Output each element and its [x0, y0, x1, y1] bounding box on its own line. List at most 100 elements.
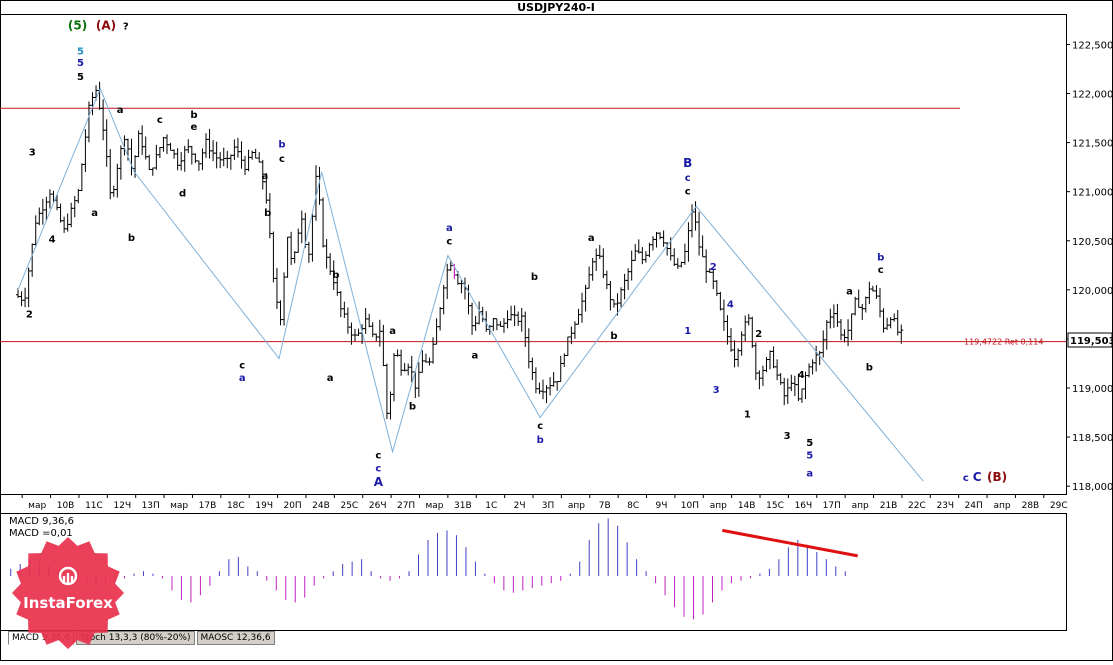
wave-label: a	[846, 287, 853, 298]
wave-label: a	[117, 105, 124, 116]
logo-badge-shape	[12, 537, 124, 649]
price-tick-label: 122,000	[1072, 90, 1113, 101]
wave-label: (B)	[987, 470, 1007, 484]
wave-label: c	[685, 187, 691, 198]
time-axis: мар 10В 11С 12Ч 13П мар 17В 18С 19Ч 20П 24В 25С 26Ч 2…	[21, 494, 1068, 511]
time-tick-label: мар	[170, 501, 188, 511]
wave-label: 4	[798, 370, 805, 381]
wave-label: b	[866, 362, 873, 373]
wave-label: 5	[77, 46, 84, 57]
time-tick-label: 24В	[312, 501, 330, 511]
time-tick-label: 2Ч	[514, 501, 526, 511]
wave-label: c	[279, 154, 285, 165]
wave-label: b	[409, 402, 416, 413]
time-tick-label: апр	[568, 501, 585, 511]
wave-label: a	[588, 233, 595, 244]
time-tick-label: 18С	[227, 501, 245, 511]
wave-label: 5	[806, 451, 813, 462]
time-tick-label: 22С	[908, 501, 926, 511]
time-tick-label: 11С	[85, 501, 103, 511]
wave-label: c	[157, 115, 163, 126]
wave-label: 1	[684, 326, 691, 337]
indicator-label-2: MACD =0,01	[9, 528, 73, 539]
wave-label: 3	[29, 147, 36, 158]
indicator-label-1: MACD 9,36,6	[9, 516, 74, 527]
time-tick-label: мар	[28, 501, 46, 511]
chart-title: USDJPY240-I	[517, 1, 595, 14]
instaforex-logo: InstaForex	[12, 537, 124, 649]
price-tick-label: 120,500	[1072, 237, 1113, 248]
time-tick-label: 28В	[1022, 501, 1040, 511]
wave-label: 5	[77, 72, 84, 83]
wave-label: (5)	[68, 19, 87, 33]
indicator-tabs: MACD 9,36,6 Stoch 13,3,3 (80%-20%) MAOSC…	[8, 631, 275, 645]
wave-label: d	[179, 189, 186, 200]
wave-label: b	[531, 272, 538, 283]
wave-label: 2	[755, 329, 762, 340]
time-tick-label: 25С	[340, 501, 358, 511]
price-tick-label: 122,500	[1072, 40, 1113, 51]
price-tick-label: 118,000	[1072, 482, 1113, 493]
candles	[16, 81, 904, 420]
wave-label: 3	[713, 385, 720, 396]
wave-label: 5	[77, 58, 84, 69]
wave-label: 4	[49, 235, 56, 246]
wave-label: B	[683, 156, 692, 170]
wave-label: b	[128, 233, 135, 244]
time-tick-label: 10В	[57, 501, 75, 511]
time-tick-label: 23Ч	[936, 501, 954, 511]
wave-label: 3	[784, 431, 791, 442]
time-tick-label: 12Ч	[114, 501, 132, 511]
wave-label: e	[191, 122, 198, 133]
time-tick-label: апр	[710, 501, 727, 511]
wave-label: a	[446, 223, 453, 234]
wave-label: 2	[710, 262, 717, 273]
current-price: 119,503	[1070, 336, 1113, 347]
wave-label: 4	[727, 300, 734, 311]
wave-label: c	[375, 463, 381, 474]
time-tick-label: 16Ч	[795, 501, 813, 511]
wave-label: a	[91, 208, 98, 219]
wave-label: 1	[744, 409, 751, 420]
time-tick-label: 8С	[627, 501, 639, 511]
wave-label: c	[537, 421, 543, 432]
time-tick-label: 7В	[599, 501, 611, 511]
wave-label: b	[877, 252, 884, 263]
price-tick-label: 121,500	[1072, 139, 1113, 150]
wave-label: b	[610, 331, 617, 342]
wave-label: b	[332, 270, 339, 281]
wave-label: b	[278, 140, 285, 151]
time-tick-label: апр	[852, 501, 869, 511]
wave-label: b	[190, 110, 197, 121]
wave-label: c	[375, 451, 381, 462]
level-label: 119,4722 Ret 0,114	[964, 338, 1043, 347]
logo-text: InstaForex	[23, 594, 113, 612]
wave-label: a	[472, 351, 479, 362]
wave-label: b	[264, 208, 271, 219]
wave-label: a	[327, 373, 334, 384]
wave-label: a	[262, 171, 269, 182]
time-tick-label: 21В	[880, 501, 898, 511]
time-tick-label: 14В	[738, 501, 756, 511]
logo-emblem-icon	[58, 566, 78, 586]
current-price-marker: 119,503	[1067, 332, 1113, 348]
wave-label: c	[239, 360, 245, 371]
wave-label: 5	[806, 438, 813, 449]
macd-trend-line	[722, 528, 858, 558]
time-tick-label: 17В	[199, 501, 217, 511]
time-tick-label: 9Ч	[656, 501, 668, 511]
time-tick-label: 10П	[681, 501, 699, 511]
wave-label: a	[239, 373, 246, 384]
time-tick-label: 29С	[1050, 501, 1068, 511]
wave-label: c	[878, 265, 884, 276]
wave-label: C	[973, 470, 982, 484]
time-tick-label: 1С	[485, 501, 497, 511]
time-tick-label: апр	[993, 501, 1010, 511]
tab-maosc[interactable]: MAOSC 12,36,6	[196, 631, 275, 645]
wave-lines	[17, 87, 924, 482]
price-tick-label: 119,000	[1072, 384, 1113, 395]
macd-histogram	[10, 518, 858, 620]
